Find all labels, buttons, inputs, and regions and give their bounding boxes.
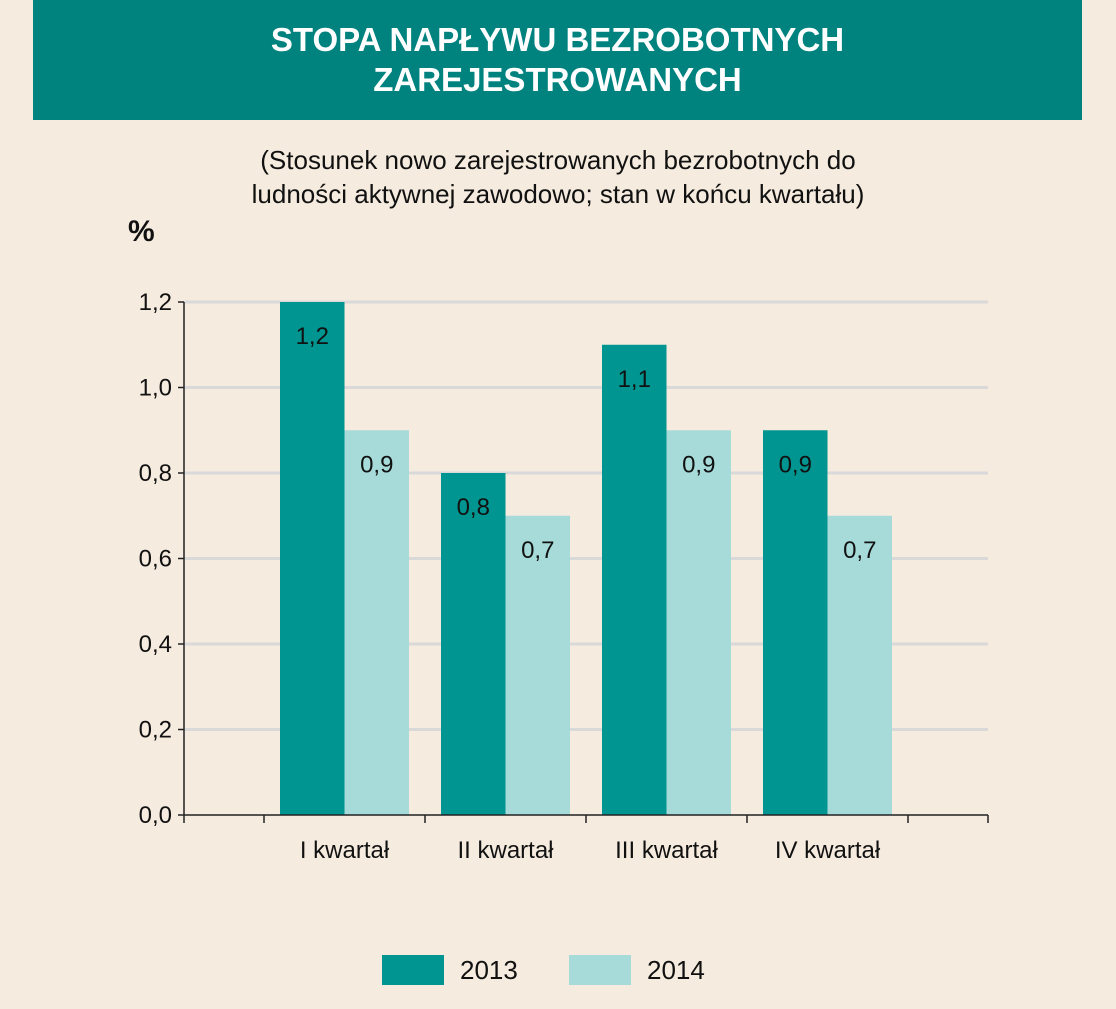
bar-2014: [827, 515, 892, 815]
bar-2013: [441, 473, 506, 815]
chart-subtitle-line-1: (Stosunek nowo zarejestrowanych bezrobot…: [260, 145, 856, 175]
y-tick-label: 0,6: [139, 546, 172, 573]
data-label: 0,8: [457, 494, 490, 521]
bar-2014: [666, 430, 731, 815]
x-tick-label: III kwartał: [615, 837, 718, 864]
y-tick-label: 0,8: [139, 460, 172, 487]
chart-subtitle-line-2: ludności aktywnej zawodowo; stan w końcu…: [251, 179, 865, 209]
y-tick-label: 0,0: [139, 802, 172, 829]
chart-title-line-2: ZAREJESTROWANYCH: [373, 61, 742, 98]
data-label: 0,9: [779, 451, 812, 478]
data-label: 0,7: [521, 537, 554, 564]
x-tick-label: I kwartał: [300, 837, 390, 864]
legend-swatch-2013: [382, 955, 444, 985]
legend-item-2014: 2014: [569, 950, 705, 990]
y-tick-label: 0,4: [139, 631, 172, 658]
chart-subtitle: (Stosunek nowo zarejestrowanych bezrobot…: [0, 143, 1116, 211]
data-label: 0,7: [843, 537, 876, 564]
legend-label-2013: 2013: [460, 954, 518, 985]
data-label: 0,9: [682, 451, 715, 478]
data-label: 1,1: [618, 366, 651, 393]
legend-swatch-2014: [569, 955, 631, 985]
bar-2013: [763, 430, 828, 815]
y-tick-label: 1,2: [139, 289, 172, 316]
y-tick-label: 0,2: [139, 717, 172, 744]
y-tick-label: 1,0: [139, 375, 172, 402]
x-tick-label: IV kwartał: [775, 837, 881, 864]
legend-item-2013: 2013: [382, 950, 518, 990]
y-axis-unit-label: %: [128, 215, 155, 248]
bar-2014: [344, 430, 409, 815]
bar-2013: [602, 344, 667, 815]
title-banner: STOPA NAPŁYWU BEZROBOTNYCH ZAREJESTROWAN…: [33, 0, 1082, 120]
chart-title-line-1: STOPA NAPŁYWU BEZROBOTNYCH: [270, 21, 845, 58]
bar-2014: [505, 515, 570, 815]
legend-label-2014: 2014: [647, 954, 705, 985]
data-label: 1,2: [296, 323, 329, 350]
x-tick-label: II kwartał: [457, 837, 554, 864]
legend: 2013 2014: [0, 950, 1116, 990]
bar-2013: [280, 302, 345, 815]
data-label: 0,9: [360, 451, 393, 478]
